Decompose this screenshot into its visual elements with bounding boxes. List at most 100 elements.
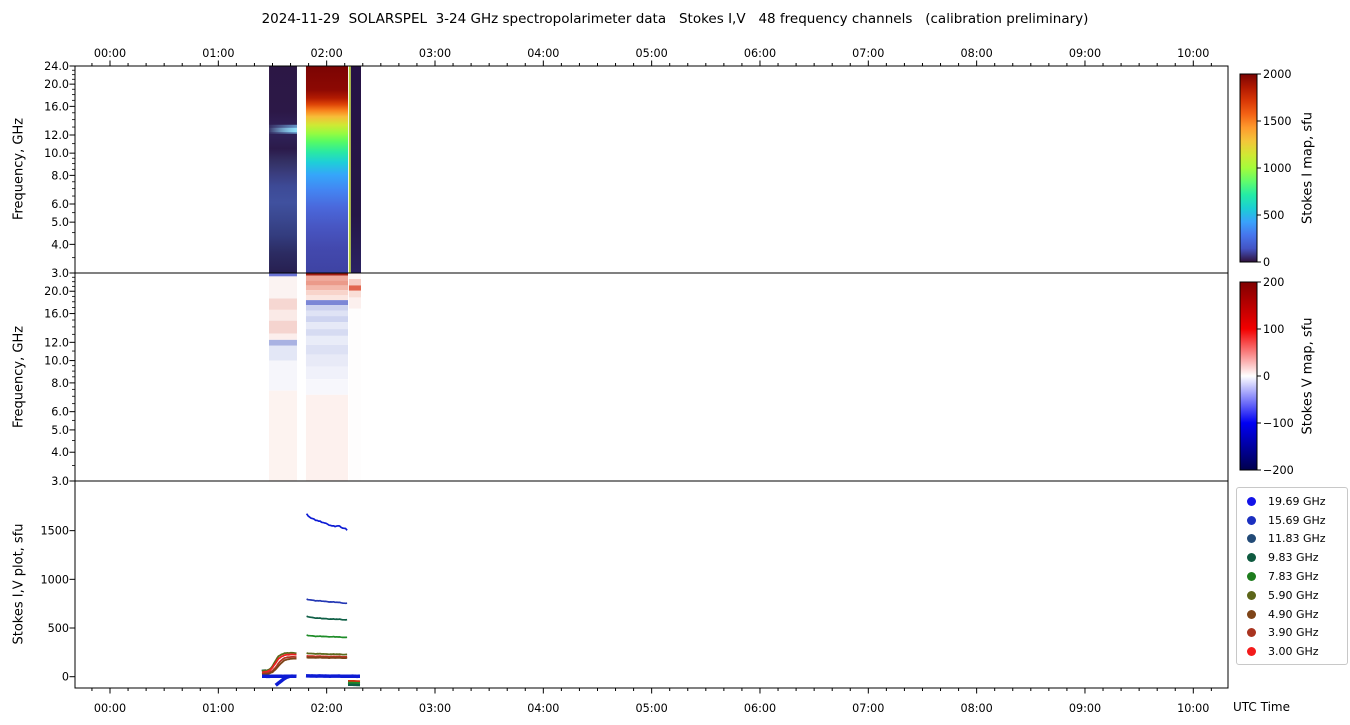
time-tick-label: 04:00 [527, 47, 559, 60]
heatmap-stripe [269, 298, 297, 310]
legend-label: 15.69 GHz [1268, 513, 1326, 527]
legend-item: 3.00 GHz [1237, 642, 1347, 661]
colorbar-tick-label: 2000 [1263, 68, 1291, 81]
flux-tick-label: 1500 [41, 525, 69, 538]
freq-tick-label: 10.0 [44, 147, 69, 160]
legend-label: 3.00 GHz [1268, 645, 1319, 659]
heatmap-stripe [305, 329, 349, 336]
legend-marker-dot [1247, 515, 1256, 525]
colorbar-tick-label: 100 [1263, 323, 1284, 336]
series-line [306, 634, 348, 639]
heatmap-stripe [348, 273, 362, 280]
heatmap-stripe [305, 300, 349, 306]
colorbar-tick-label: 0 [1263, 256, 1270, 269]
freq-tick-label: 6.0 [51, 406, 69, 419]
time-tick-label: 06:00 [744, 702, 776, 715]
time-tick-label: 00:00 [94, 702, 126, 715]
heatmap-stripe [305, 305, 349, 311]
heatmap-stripe [269, 276, 297, 299]
legend-marker-dot [1247, 609, 1256, 619]
legend-label: 9.83 GHz [1268, 551, 1319, 565]
frequency-axes: 24.0 20.0 16.0 12.0 10.0 8.0 6.0 5.0 4.0 3.0 20.0 1… [44, 60, 75, 488]
heatmap-stripe [305, 273, 349, 276]
freq-tick-label: 8.0 [51, 169, 69, 182]
heatmap-stripe [269, 273, 297, 277]
flux-tick-label: 500 [48, 622, 69, 635]
heatmap-stripe [305, 310, 349, 317]
heatmap-stripe [305, 322, 349, 330]
heatmap-stripe [348, 290, 362, 298]
legend-label: 19.69 GHz [1268, 494, 1326, 508]
time-tick-label: 07:00 [852, 47, 884, 60]
heatmap-stripe [348, 279, 362, 286]
time-tick-label: 05:00 [636, 47, 668, 60]
freq-tick-label: 4.0 [51, 446, 69, 459]
time-tick-label: 08:00 [961, 702, 993, 715]
stokes-v-map [269, 273, 362, 481]
stokes-iv-lines [261, 513, 361, 687]
time-tick-label: 09:00 [1069, 47, 1101, 60]
heatmap-stripe [348, 285, 362, 291]
heatmap-stripe [269, 345, 297, 361]
panel-borders [74, 65, 1229, 689]
freq-tick-label: 6.0 [51, 198, 69, 211]
legend-item: 3.90 GHz [1237, 624, 1347, 643]
time-tick-label: 01:00 [202, 702, 234, 715]
legend-item: 9.83 GHz [1237, 548, 1347, 567]
legend-item: 7.83 GHz [1237, 567, 1347, 586]
heatmap-stripe [305, 379, 349, 395]
legend-marker-dot [1247, 534, 1256, 544]
freq-tick-label: 3.0 [51, 475, 69, 488]
time-tick-label: 10:00 [1177, 702, 1209, 715]
freq-tick-label: 4.0 [51, 238, 69, 251]
legend: 19.69 GHz 15.69 GHz 11.83 GHz 9.83 GHz 7.83 … [1236, 487, 1348, 666]
legend-item: 5.90 GHz [1237, 586, 1347, 605]
colorbar-tick-label: 1500 [1263, 115, 1291, 128]
heatmap-stripe [305, 290, 349, 296]
legend-marker-dot [1247, 590, 1256, 600]
series-line [306, 615, 348, 621]
freq-tick-label: 10.0 [44, 355, 69, 368]
legend-marker-dot [1247, 628, 1256, 638]
stokes-v-colorbar-label: Stokes V map, sfu [1300, 317, 1316, 435]
series-line [261, 657, 297, 676]
legend-item: 4.90 GHz [1237, 605, 1347, 624]
heatmap-stripe [305, 354, 349, 367]
time-tick-label: 08:00 [961, 47, 993, 60]
time-tick-label: 02:00 [311, 47, 343, 60]
freq-tick-label: 3.0 [51, 267, 69, 280]
time-tick-label: 01:00 [202, 47, 234, 60]
freq-tick-label: 16.0 [44, 100, 69, 113]
time-axes: 00:00 01:00 02:00 03:00 04:00 05:00 06:00 07:00… [91, 47, 1212, 715]
colorbar-tick-label: −200 [1263, 464, 1294, 477]
time-tick-label: 00:00 [94, 47, 126, 60]
colorbar-tick-label: −100 [1263, 417, 1294, 430]
heatmap-column [305, 66, 349, 273]
heatmap-feature [269, 127, 297, 133]
legend-label: 7.83 GHz [1268, 570, 1319, 584]
freq-tick-label: 16.0 [44, 308, 69, 321]
freq-tick-label: 12.0 [44, 129, 69, 142]
time-tick-label: 06:00 [744, 47, 776, 60]
heatmap-column [350, 66, 362, 273]
colorbar [1239, 73, 1258, 263]
heatmap-column [348, 66, 351, 273]
freq-tick-label: 8.0 [51, 377, 69, 390]
heatmap-column [269, 66, 297, 273]
series-line [261, 651, 297, 672]
freq-tick-label: 24.0 [44, 60, 69, 73]
series-line [306, 652, 348, 656]
colorbar-tick-label: 200 [1263, 276, 1284, 289]
heatmap-stripe [305, 275, 349, 281]
heatmap-stripe [348, 297, 362, 309]
figure-title: 2024-11-29 SOLARSPEL 3-24 GHz spectropol… [261, 11, 1089, 27]
series-line [261, 653, 297, 674]
legend-item: 15.69 GHz [1237, 511, 1347, 530]
time-tick-label: 02:00 [311, 702, 343, 715]
heatmap-stripe [269, 339, 297, 346]
time-tick-label: 04:00 [527, 702, 559, 715]
heatmap-stripe [305, 394, 349, 481]
freq-tick-label: 12.0 [44, 336, 69, 349]
time-axis-label: UTC Time [1233, 700, 1290, 714]
